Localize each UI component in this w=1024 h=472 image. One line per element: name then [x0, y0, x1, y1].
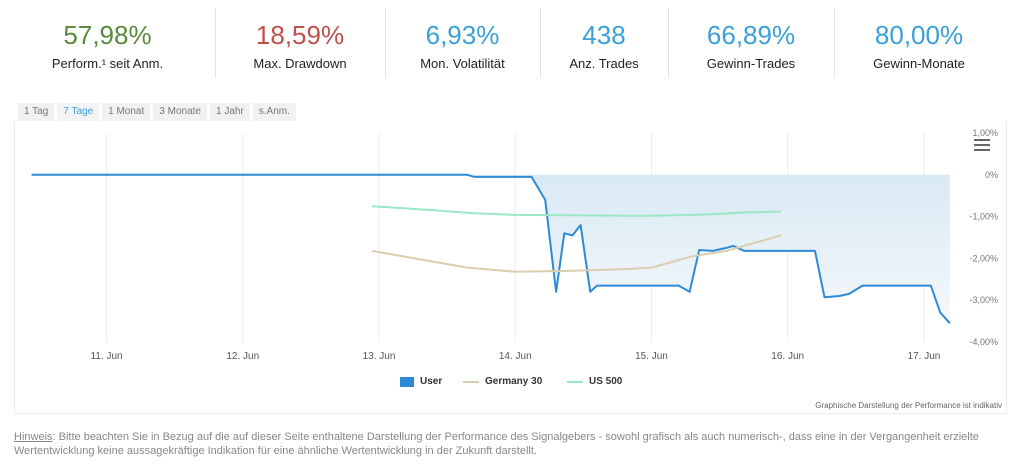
tab-7-days[interactable]: 7 Tage	[57, 103, 100, 121]
tab-3-months[interactable]: 3 Monate	[153, 103, 207, 121]
menu-icon[interactable]	[974, 139, 990, 153]
stat-value: 66,89%	[706, 20, 796, 50]
x-tick-label: 12. Jun	[226, 351, 259, 362]
stat-value: 18,59%	[255, 20, 345, 50]
y-tick-label: -1,00%	[969, 212, 998, 222]
stat-label: Max. Drawdown	[253, 56, 347, 71]
x-tick-label: 17. Jun	[908, 351, 941, 362]
tab-1-month[interactable]: 1 Monat	[102, 103, 151, 121]
user-area	[474, 174, 950, 324]
series-line-germany-30	[372, 234, 782, 273]
stat-winning-trades: 66,89% Gewinn-Trades	[668, 8, 834, 78]
legend-label: US 500	[589, 376, 623, 387]
stat-label: Gewinn-Trades	[706, 56, 796, 71]
series-line-us-500	[372, 205, 781, 217]
divider	[215, 8, 216, 78]
x-tick-label: 15. Jun	[635, 351, 668, 362]
legend-item-user[interactable]: User	[400, 376, 442, 387]
stat-max-drawdown: 18,59% Max. Drawdown	[215, 8, 385, 78]
chart-frame	[14, 121, 1007, 414]
x-tick-label: 11. Jun	[91, 351, 123, 362]
performance-chart: 11. Jun 12. Jun 13. Jun 14. Jun 15. Jun 16. J…	[31, 128, 998, 362]
divider	[385, 8, 386, 78]
divider	[834, 8, 835, 78]
y-tick-label: -2,00%	[969, 253, 998, 263]
stat-value: 57,98%	[63, 20, 152, 50]
stat-label: Anz. Trades	[569, 56, 639, 71]
stat-label: Gewinn-Monate	[873, 56, 965, 71]
stat-label: Mon. Volatilität	[420, 56, 505, 71]
range-tabs: 1 Tag 7 Tage 1 Monat 3 Monate 1 Jahr s.A…	[18, 103, 296, 121]
stat-label: Perform.¹ seit Anm.	[51, 56, 164, 71]
x-tick-label: 14. Jun	[499, 351, 532, 362]
stat-performance: 57,98% Perform.¹ seit Anm.	[0, 8, 215, 78]
chart-credit: Graphische Darstellung der Performance i…	[815, 401, 1002, 410]
disclaimer-text: : Bitte beachten Sie in Bezug auf die au…	[14, 431, 979, 457]
divider	[668, 8, 669, 78]
stat-trades: 438 Anz. Trades	[540, 8, 668, 78]
stat-winning-months: 80,00% Gewinn-Monate	[834, 8, 1004, 78]
disclaimer: Hinweis: Bitte beachten Sie in Bezug auf…	[14, 430, 1004, 458]
stat-value: 80,00%	[874, 20, 964, 50]
legend-item-us-500[interactable]: US 500	[567, 376, 622, 387]
tab-1-year[interactable]: 1 Jahr	[209, 103, 250, 121]
y-tick-label: -3,00%	[969, 295, 998, 305]
disclaimer-hint-link[interactable]: Hinweis	[14, 431, 53, 443]
tab-since-registration[interactable]: s.Anm.	[252, 103, 296, 121]
legend-swatch	[463, 380, 479, 383]
stats-bar: 57,98% Perform.¹ seit Anm. 18,59% Max. D…	[0, 0, 1024, 82]
legend-swatch	[400, 376, 414, 387]
x-tick-label: 16. Jun	[771, 351, 804, 362]
stat-value: 438	[582, 20, 626, 50]
y-tick-label: -4,00%	[969, 337, 998, 347]
legend-label: User	[420, 376, 443, 387]
stat-value: 6,93%	[425, 20, 500, 50]
legend-swatch	[567, 380, 583, 383]
y-tick-label: 0%	[985, 170, 998, 180]
chart-legend: User Germany 30 US 500	[0, 376, 1024, 390]
legend-item-germany-30[interactable]: Germany 30	[463, 376, 542, 387]
legend-label: Germany 30	[485, 376, 543, 387]
divider	[540, 8, 541, 78]
y-tick-label: 1,00%	[972, 128, 998, 138]
stat-volatility: 6,93% Mon. Volatilität	[385, 8, 540, 78]
tab-1-day[interactable]: 1 Tag	[18, 103, 55, 121]
x-tick-label: 13. Jun	[363, 351, 396, 362]
